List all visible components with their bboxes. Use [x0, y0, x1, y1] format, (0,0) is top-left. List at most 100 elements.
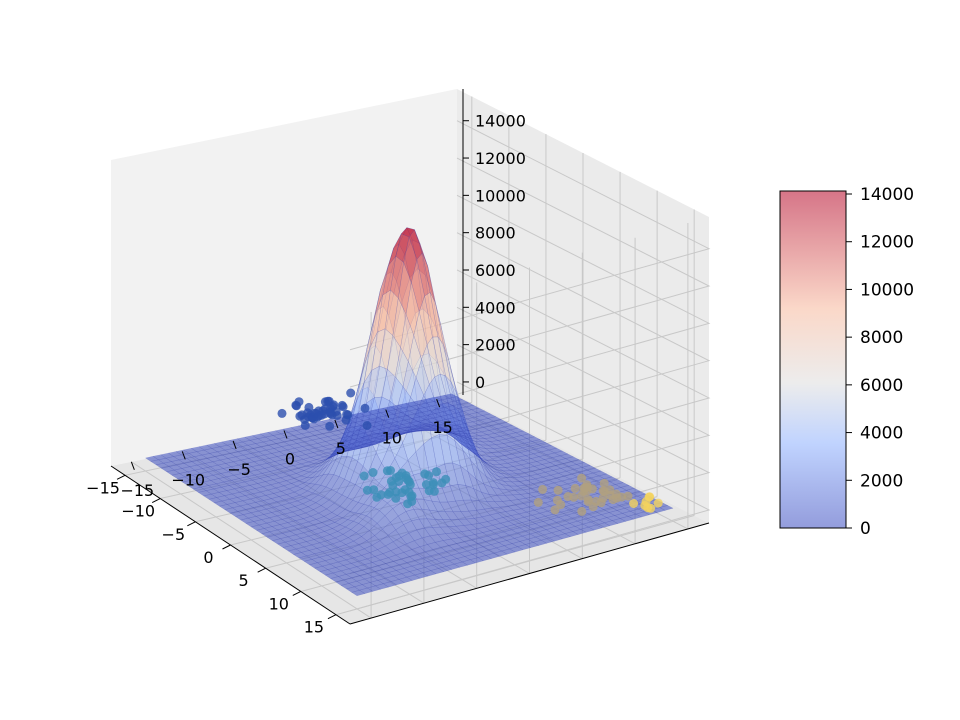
colorbar-tick-label: 14000 — [860, 185, 914, 205]
scatter-point — [428, 480, 438, 489]
scatter-point — [338, 402, 348, 412]
x-tick — [257, 567, 266, 573]
y-axis-line — [349, 522, 710, 625]
x-tick — [187, 521, 196, 527]
z-tick-label: 4000 — [475, 298, 516, 317]
scatter-point — [368, 468, 378, 477]
surface-cell — [631, 490, 647, 497]
surface-cell — [503, 424, 519, 431]
y-tick — [181, 451, 186, 460]
x-tick — [222, 544, 231, 550]
z-tick-label: 14000 — [475, 112, 526, 131]
colorbar-tick-label: 4000 — [860, 424, 903, 444]
x-tick-label: 5 — [239, 571, 249, 590]
scatter-point — [587, 484, 597, 494]
scatter-point — [317, 410, 326, 420]
scatter-point — [346, 388, 356, 398]
scatter-point — [605, 485, 615, 495]
z-gridline — [349, 157, 711, 388]
scatter-point — [580, 483, 590, 493]
y-tick — [232, 440, 237, 450]
z-tick-label: 6000 — [475, 261, 516, 280]
surface-cell — [659, 505, 674, 511]
scatter-point — [570, 483, 580, 493]
y-tick — [334, 419, 339, 429]
z-tick-label: 10000 — [475, 186, 526, 205]
axis-ticks: −15−10−5051015−15−10−5051015020004000600… — [86, 89, 710, 637]
scatter-point — [391, 493, 401, 503]
x-tick — [327, 614, 337, 620]
y-tick — [436, 399, 441, 408]
scatter-point — [386, 466, 395, 475]
scatter-point — [360, 403, 370, 413]
scatter-point — [653, 498, 663, 508]
surface-cell — [526, 436, 541, 442]
scatter-point — [577, 506, 587, 516]
y-tick-label: 5 — [336, 439, 346, 458]
surface-cell — [609, 479, 624, 485]
scatter-point — [629, 499, 639, 508]
scatter-point — [394, 477, 404, 486]
scatter-point — [325, 407, 335, 417]
scatter-point — [591, 496, 601, 506]
scatter-point — [291, 400, 301, 410]
x-tick-label: −15 — [86, 478, 120, 497]
surface-cell — [520, 433, 536, 439]
scatter-point — [386, 476, 396, 486]
scatter-point — [385, 487, 395, 497]
scatter-point — [550, 505, 560, 515]
scatter-point — [407, 496, 417, 506]
z-gridline — [349, 381, 711, 612]
scatter-point — [359, 471, 369, 481]
x-tick — [116, 474, 126, 480]
y-tick-label: −10 — [171, 470, 205, 489]
surface-cell — [476, 410, 491, 416]
x-axis-line — [110, 465, 351, 625]
colorbar-frame — [779, 190, 847, 529]
scatter-point — [583, 497, 593, 507]
scatter-point — [362, 421, 372, 430]
y-tick-label: −15 — [120, 481, 154, 500]
scatter-point — [420, 469, 430, 479]
colorbar-tick-label: 8000 — [860, 328, 903, 348]
colorbar-ticks: 0 2000 4000 6000 8000 10000 12000 14000 — [846, 185, 914, 539]
scatter-point — [300, 415, 310, 425]
scatter-point — [577, 473, 587, 483]
scatter-point — [608, 495, 618, 505]
colorbar-tick-label: 10000 — [860, 280, 914, 300]
surface-cell — [564, 456, 580, 462]
x-tick — [292, 591, 302, 596]
x-tick-label: −10 — [121, 502, 155, 521]
surface-cell — [459, 402, 475, 408]
scatter-point — [437, 478, 447, 488]
colorbar-tick-label: 6000 — [860, 376, 903, 396]
surface-mesh — [144, 226, 674, 597]
x-tick-label: −5 — [162, 525, 186, 544]
x-tick-label: 0 — [203, 548, 213, 567]
colorbar: 0 2000 4000 6000 8000 10000 12000 14000 — [779, 185, 914, 539]
x-tick-label: 15 — [304, 618, 324, 637]
scatter-point — [553, 485, 563, 495]
surface-cell — [559, 453, 575, 459]
z-gridline — [349, 120, 711, 351]
z-gridline — [349, 194, 711, 425]
x-tick-label: 10 — [269, 594, 289, 613]
scatter-point — [372, 492, 382, 502]
z-tick-label: 8000 — [475, 224, 516, 243]
z-tick-label: 2000 — [475, 336, 516, 355]
y-tick — [130, 461, 135, 470]
y-tick-label: 10 — [382, 429, 402, 448]
scatter-point — [325, 421, 335, 431]
z-tick-label: 12000 — [475, 149, 526, 168]
colorbar-tick-label: 0 — [860, 519, 871, 539]
x-tick — [151, 498, 161, 503]
scatter-point — [552, 495, 562, 505]
z-tick-label: 0 — [475, 373, 485, 392]
surface-cell — [443, 393, 458, 399]
y-tick — [283, 430, 288, 439]
surface-cell — [498, 422, 514, 428]
surface-cell — [542, 445, 558, 451]
surface-cell — [620, 485, 635, 491]
scatter-point — [569, 492, 579, 502]
